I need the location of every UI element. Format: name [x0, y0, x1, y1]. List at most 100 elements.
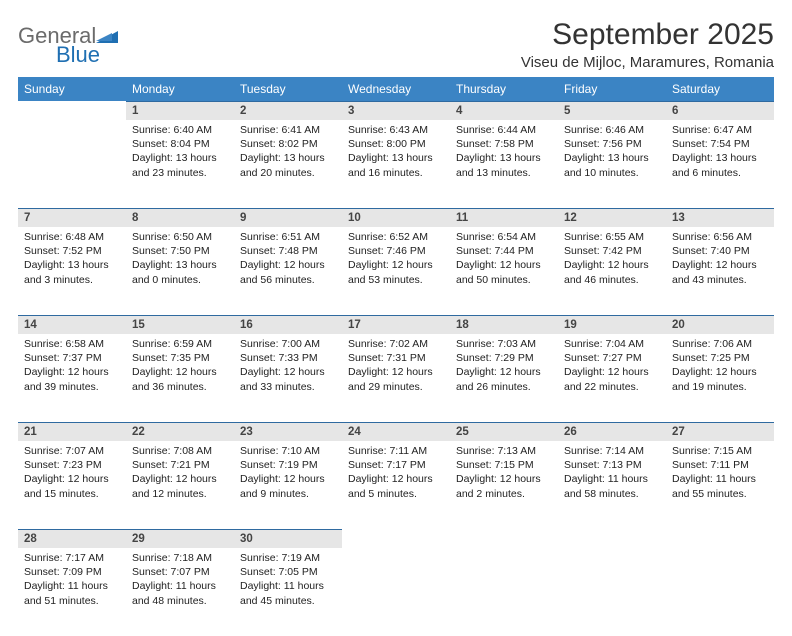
- day-number: 18: [450, 315, 558, 334]
- day-cell: Sunrise: 7:06 AMSunset: 7:25 PMDaylight:…: [666, 334, 774, 422]
- daynum-cell: 25: [450, 422, 558, 441]
- daynum-cell: 27: [666, 422, 774, 441]
- day-number: 27: [666, 422, 774, 441]
- daynum-cell: 15: [126, 315, 234, 334]
- sunset-label: Sunset:: [672, 352, 711, 364]
- day-cell: Sunrise: 6:44 AMSunset: 7:58 PMDaylight:…: [450, 120, 558, 208]
- daylight-line: Daylight: 12 hours and 50 minutes.: [456, 258, 552, 286]
- sunrise-value: 6:59 AM: [173, 338, 212, 350]
- daynum-cell: 2: [234, 101, 342, 120]
- sunset-label: Sunset:: [348, 138, 387, 150]
- sunrise-line: Sunrise: 6:59 AM: [132, 337, 228, 351]
- daylight-label: Daylight:: [24, 580, 68, 592]
- location-text: Viseu de Mijloc, Maramures, Romania: [521, 54, 774, 71]
- sunset-label: Sunset:: [24, 245, 63, 257]
- brand-word2: Blue: [18, 45, 118, 66]
- sunrise-line: Sunrise: 7:15 AM: [672, 444, 768, 458]
- sunrise-value: 7:08 AM: [173, 445, 212, 457]
- sunset-label: Sunset:: [564, 245, 603, 257]
- daylight-line: Daylight: 12 hours and 43 minutes.: [672, 258, 768, 286]
- daynum-cell: 8: [126, 208, 234, 227]
- sunrise-line: Sunrise: 6:52 AM: [348, 230, 444, 244]
- daynum-cell: 30: [234, 529, 342, 548]
- daybody-row: Sunrise: 6:58 AMSunset: 7:37 PMDaylight:…: [18, 334, 774, 422]
- daynum-cell: 5: [558, 101, 666, 120]
- day-cell: Sunrise: 6:54 AMSunset: 7:44 PMDaylight:…: [450, 227, 558, 315]
- daybody-row: Sunrise: 6:48 AMSunset: 7:52 PMDaylight:…: [18, 227, 774, 315]
- daylight-line: Daylight: 12 hours and 9 minutes.: [240, 472, 336, 500]
- sunset-line: Sunset: 7:07 PM: [132, 565, 228, 579]
- daylight-label: Daylight:: [132, 580, 176, 592]
- sunset-line: Sunset: 7:11 PM: [672, 458, 768, 472]
- sunset-value: 7:56 PM: [603, 138, 642, 150]
- calendar-head: SundayMondayTuesdayWednesdayThursdayFrid…: [18, 77, 774, 101]
- sunrise-label: Sunrise:: [348, 445, 389, 457]
- daynum-cell: 12: [558, 208, 666, 227]
- weekday-header: Thursday: [450, 77, 558, 101]
- sunset-line: Sunset: 7:31 PM: [348, 351, 444, 365]
- daylight-label: Daylight:: [240, 580, 284, 592]
- sunset-value: 8:04 PM: [171, 138, 210, 150]
- daylight-label: Daylight:: [564, 366, 608, 378]
- day-number: 7: [18, 208, 126, 227]
- weekday-header: Sunday: [18, 77, 126, 101]
- sunrise-label: Sunrise:: [24, 552, 65, 564]
- sunset-line: Sunset: 7:37 PM: [24, 351, 120, 365]
- daynum-cell: 16: [234, 315, 342, 334]
- sunset-value: 7:40 PM: [711, 245, 750, 257]
- sunrise-value: 6:43 AM: [389, 124, 428, 136]
- sunrise-value: 7:15 AM: [713, 445, 752, 457]
- day-cell: Sunrise: 6:52 AMSunset: 7:46 PMDaylight:…: [342, 227, 450, 315]
- daylight-label: Daylight:: [132, 152, 176, 164]
- daylight-line: Daylight: 11 hours and 45 minutes.: [240, 579, 336, 607]
- daylight-line: Daylight: 12 hours and 22 minutes.: [564, 365, 660, 393]
- day-number: 1: [126, 101, 234, 120]
- sunrise-label: Sunrise:: [348, 338, 389, 350]
- daylight-label: Daylight:: [24, 366, 68, 378]
- sunset-label: Sunset:: [348, 352, 387, 364]
- day-cell: Sunrise: 7:00 AMSunset: 7:33 PMDaylight:…: [234, 334, 342, 422]
- daylight-line: Daylight: 13 hours and 3 minutes.: [24, 258, 120, 286]
- sunrise-label: Sunrise:: [672, 231, 713, 243]
- day-cell: Sunrise: 6:47 AMSunset: 7:54 PMDaylight:…: [666, 120, 774, 208]
- sunrise-value: 6:41 AM: [281, 124, 320, 136]
- sunset-line: Sunset: 7:13 PM: [564, 458, 660, 472]
- day-cell: Sunrise: 7:14 AMSunset: 7:13 PMDaylight:…: [558, 441, 666, 529]
- sunrise-value: 6:47 AM: [713, 124, 752, 136]
- sunrise-line: Sunrise: 6:58 AM: [24, 337, 120, 351]
- sunset-label: Sunset:: [348, 245, 387, 257]
- sunrise-line: Sunrise: 7:00 AM: [240, 337, 336, 351]
- sunrise-line: Sunrise: 7:11 AM: [348, 444, 444, 458]
- empty-cell: [342, 548, 450, 636]
- sunrise-label: Sunrise:: [132, 231, 173, 243]
- sunset-line: Sunset: 7:50 PM: [132, 244, 228, 258]
- daynum-cell: 11: [450, 208, 558, 227]
- day-details: Sunrise: 6:41 AMSunset: 8:02 PMDaylight:…: [234, 120, 342, 186]
- daynum-cell: 29: [126, 529, 234, 548]
- sunrise-line: Sunrise: 7:07 AM: [24, 444, 120, 458]
- sunset-value: 7:11 PM: [711, 459, 749, 471]
- daynum-cell: 13: [666, 208, 774, 227]
- sunset-line: Sunset: 7:58 PM: [456, 137, 552, 151]
- day-number: 8: [126, 208, 234, 227]
- day-number: 10: [342, 208, 450, 227]
- day-cell: Sunrise: 7:17 AMSunset: 7:09 PMDaylight:…: [18, 548, 126, 636]
- weekday-header: Wednesday: [342, 77, 450, 101]
- day-number: 22: [126, 422, 234, 441]
- day-cell: Sunrise: 7:15 AMSunset: 7:11 PMDaylight:…: [666, 441, 774, 529]
- sunrise-label: Sunrise:: [240, 552, 281, 564]
- sunset-line: Sunset: 7:52 PM: [24, 244, 120, 258]
- sunset-line: Sunset: 8:02 PM: [240, 137, 336, 151]
- daylight-line: Daylight: 11 hours and 55 minutes.: [672, 472, 768, 500]
- day-details: Sunrise: 7:03 AMSunset: 7:29 PMDaylight:…: [450, 334, 558, 400]
- daylight-label: Daylight:: [24, 473, 68, 485]
- sunset-label: Sunset:: [564, 352, 603, 364]
- sunset-line: Sunset: 7:42 PM: [564, 244, 660, 258]
- daylight-label: Daylight:: [672, 366, 716, 378]
- sunrise-value: 7:18 AM: [173, 552, 212, 564]
- sunset-value: 7:48 PM: [279, 245, 318, 257]
- sunset-value: 7:54 PM: [711, 138, 750, 150]
- sunset-label: Sunset:: [564, 138, 603, 150]
- daybody-row: Sunrise: 7:17 AMSunset: 7:09 PMDaylight:…: [18, 548, 774, 636]
- sunrise-line: Sunrise: 7:13 AM: [456, 444, 552, 458]
